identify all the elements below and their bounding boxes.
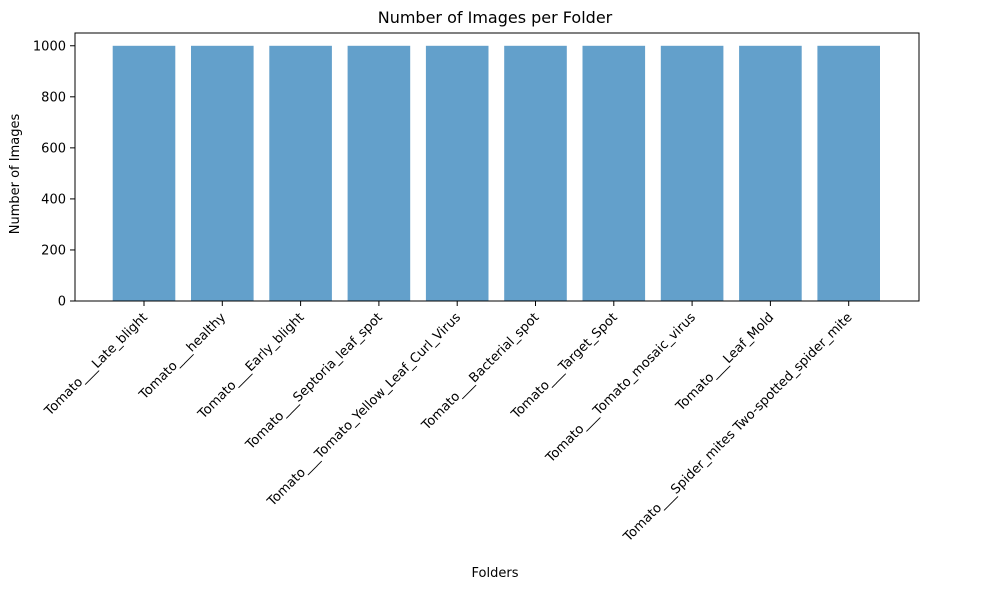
chart-title: Number of Images per Folder bbox=[378, 8, 613, 27]
bar-6 bbox=[582, 45, 646, 301]
y-tick-label-3: 600 bbox=[41, 141, 66, 156]
x-tick-label-7: Tomato___Tomato_mosaic_virus bbox=[543, 310, 699, 466]
bar-2 bbox=[269, 45, 332, 301]
y-tick-label-1: 200 bbox=[41, 243, 66, 258]
bar-9 bbox=[817, 45, 880, 301]
y-tick-label-5: 1000 bbox=[33, 39, 66, 54]
y-axis-label: Number of Images bbox=[8, 114, 23, 235]
x-tick-label-3: Tomato___Septoria_leaf_spot bbox=[242, 310, 385, 453]
bar-7 bbox=[660, 45, 724, 301]
bar-1 bbox=[191, 45, 254, 301]
bar-4 bbox=[425, 45, 489, 301]
plot-frame bbox=[74, 32, 920, 302]
y-tick-label-4: 800 bbox=[41, 90, 66, 105]
x-axis-label: Folders bbox=[472, 566, 519, 581]
bar-0 bbox=[112, 45, 176, 301]
y-tick-label-2: 400 bbox=[41, 192, 66, 207]
bar-3 bbox=[347, 45, 411, 301]
x-tick-label-1: Tomato___healthy bbox=[136, 310, 229, 403]
bar-8 bbox=[739, 45, 802, 301]
y-tick-label-0: 0 bbox=[58, 295, 66, 310]
x-tick-label-0: Tomato___Late_blight bbox=[41, 310, 150, 419]
bar-5 bbox=[504, 45, 567, 301]
